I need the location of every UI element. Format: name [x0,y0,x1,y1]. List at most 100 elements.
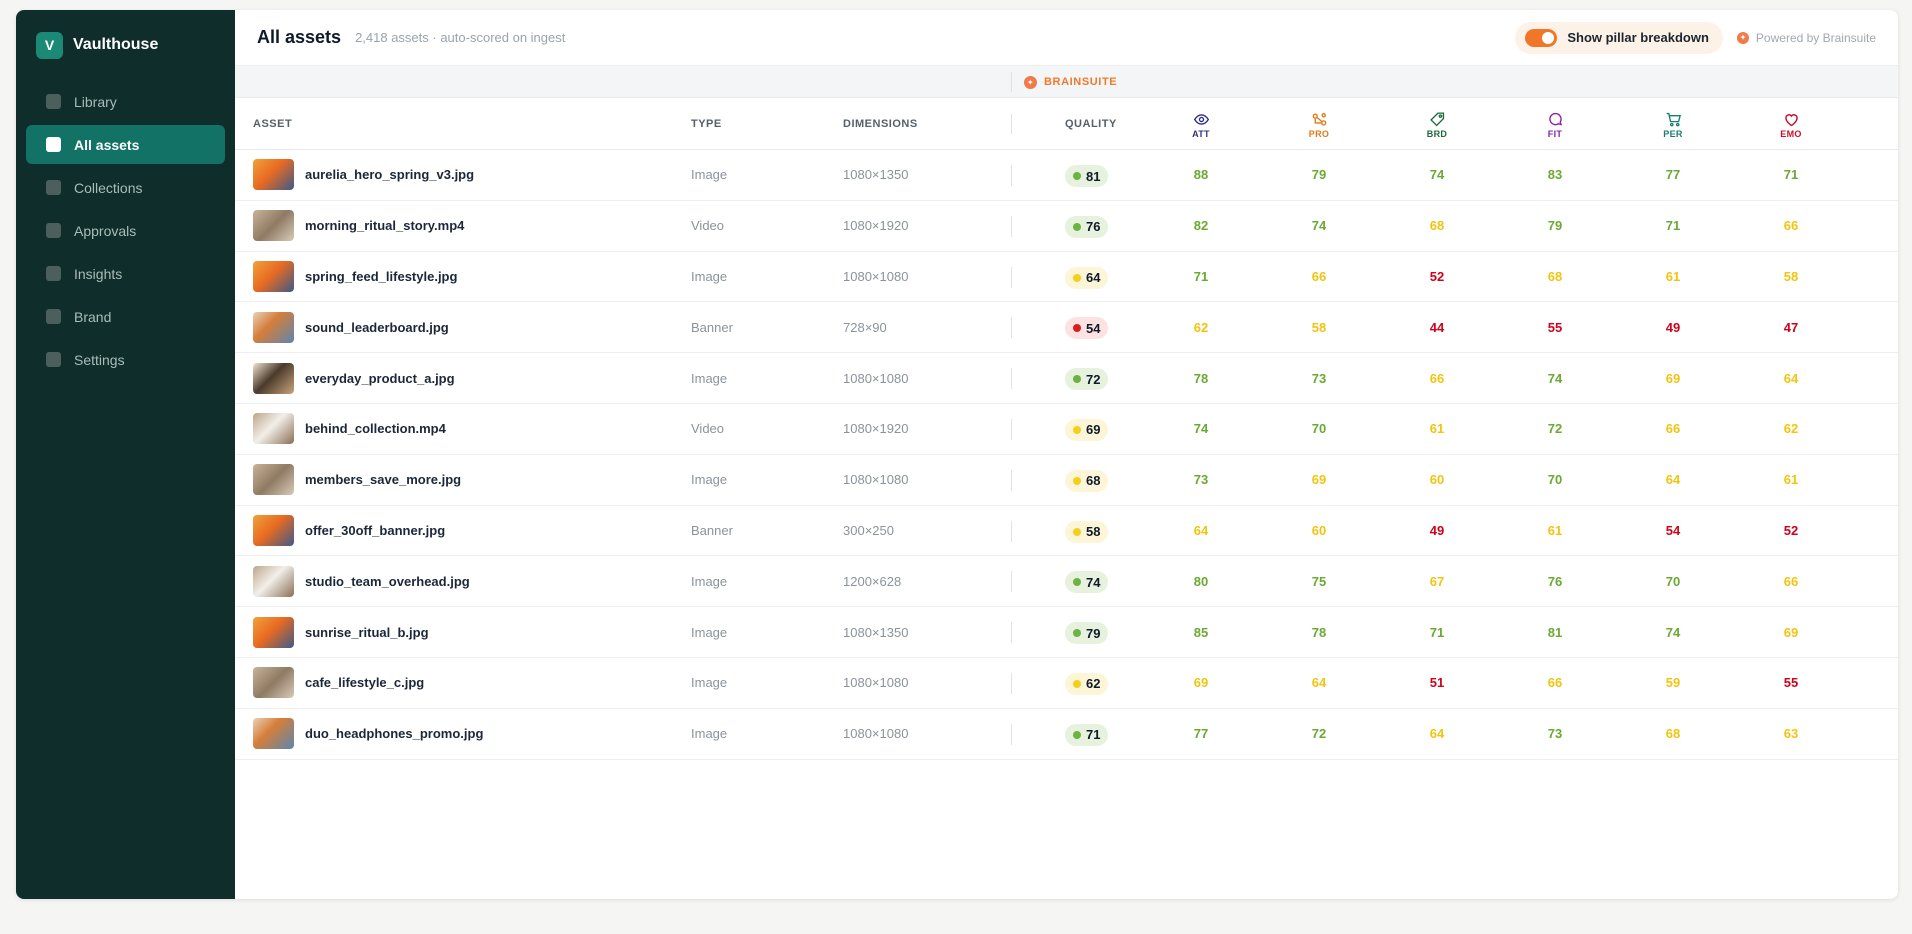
brand[interactable]: V Vaulthouse [26,30,225,60]
asset-dimensions: 1080×1350 [843,624,909,640]
table-row[interactable]: sound_leaderboard.jpg Banner 728×90 54 62 58 4… [235,302,1898,354]
pillar-score-emo: 66 [1783,573,1799,589]
column-dimensions[interactable]: DIMENSIONS [843,118,918,130]
asset-thumbnail[interactable] [253,159,294,191]
pillar-score-emo: 71 [1783,167,1799,183]
asset-thumbnail[interactable] [253,667,294,699]
table-row[interactable]: studio_team_overhead.jpg Image 1200×628 74 8… [235,556,1898,608]
asset-name[interactable]: sunrise_ritual_b.jpg [305,624,429,640]
table-row[interactable]: morning_ritual_story.mp4 Video 1080×1920 76… [235,201,1898,252]
asset-thumbnail[interactable] [253,616,294,648]
asset-name[interactable]: aurelia_hero_spring_v3.jpg [305,167,475,183]
asset-name[interactable]: sound_leaderboard.jpg [305,319,449,335]
table-row[interactable]: spring_feed_lifestyle.jpg Image 1080×1080 6… [235,252,1898,303]
cart-icon [1665,111,1682,128]
column-type[interactable]: TYPE [691,118,722,130]
pillar-score-brd: 49 [1429,522,1445,538]
asset-thumbnail[interactable] [253,260,294,292]
asset-type: Image [691,624,728,640]
column-divider [1011,622,1012,644]
asset-name[interactable]: everyday_product_a.jpg [305,370,455,386]
asset-cell[interactable]: cafe_lifestyle_c.jpg [253,658,424,708]
pillar-score-fit: 55 [1547,319,1563,335]
asset-name[interactable]: offer_30off_banner.jpg [305,522,446,538]
pillar-score-per: 59 [1665,675,1681,691]
asset-cell[interactable]: aurelia_hero_spring_v3.jpg [253,150,474,200]
table-row[interactable]: behind_collection.mp4 Video 1080×1920 69 74 7… [235,404,1898,455]
asset-cell[interactable]: studio_team_overhead.jpg [253,556,470,606]
asset-thumbnail[interactable] [253,413,294,445]
sidebar-item-settings[interactable]: Settings [26,340,225,379]
asset-thumbnail[interactable] [253,210,294,242]
brainsuite-logo-icon: ✦ [1736,31,1749,44]
column-pillar-brd[interactable]: BRD [1407,106,1467,142]
quality-score-badge: 62 [1065,672,1109,695]
asset-cell[interactable]: everyday_product_a.jpg [253,353,455,403]
nav-square-icon [46,137,61,152]
asset-thumbnail[interactable] [253,718,294,750]
column-pillar-fit[interactable]: FIT [1525,106,1585,142]
asset-type: Image [691,268,728,284]
asset-cell[interactable]: members_save_more.jpg [253,455,461,505]
column-pillar-per[interactable]: PER [1643,106,1703,142]
asset-name[interactable]: morning_ritual_story.mp4 [305,218,465,234]
sidebar-item-insights[interactable]: Insights [26,254,225,293]
column-divider [1011,723,1012,745]
pillar-score-emo: 52 [1783,522,1799,538]
sidebar-item-label: Library [74,93,117,110]
sidebar-item-collections[interactable]: Collections [26,168,225,207]
column-divider [1011,368,1012,390]
header-actions: Show pillar breakdown ✦ Powered by Brain… [1515,21,1876,54]
pillar-score-fit: 61 [1547,522,1563,538]
column-pillar-att[interactable]: ATT [1171,106,1231,142]
sidebar-item-approvals[interactable]: Approvals [26,211,225,250]
sidebar-nav: Library All assets Collections Approvals Ins… [26,82,225,379]
asset-cell[interactable]: behind_collection.mp4 [253,404,446,454]
quality-status-dot [1073,527,1081,536]
table-row[interactable]: aurelia_hero_spring_v3.jpg Image 1080×1350… [235,150,1898,201]
asset-name[interactable]: behind_collection.mp4 [305,421,446,437]
powered-by-text: Powered by Brainsuite [1755,30,1876,45]
column-quality[interactable]: QUALITY [1065,118,1117,130]
sidebar-item-all-assets[interactable]: All assets [26,125,225,164]
pillar-score-att: 78 [1193,370,1209,386]
asset-cell[interactable]: sunrise_ritual_b.jpg [253,607,429,657]
asset-thumbnail[interactable] [253,514,294,546]
quality-score-badge: 71 [1065,723,1109,746]
table-header: ASSET TYPE DIMENSIONS QUALITY ATT PRO BRD F… [235,98,1898,150]
toggle-switch[interactable] [1525,28,1558,47]
asset-thumbnail[interactable] [253,464,294,496]
column-pillar-emo[interactable]: EMO [1761,106,1821,142]
pillar-score-att: 82 [1193,218,1209,234]
asset-cell[interactable]: offer_30off_banner.jpg [253,506,445,556]
table-row[interactable]: members_save_more.jpg Image 1080×1080 68 73 6… [235,455,1898,506]
asset-cell[interactable]: duo_headphones_promo.jpg [253,709,483,759]
asset-name[interactable]: cafe_lifestyle_c.jpg [305,675,425,691]
asset-cell[interactable]: morning_ritual_story.mp4 [253,201,464,251]
asset-name[interactable]: duo_headphones_promo.jpg [305,726,484,742]
sidebar-item-label: Approvals [74,222,137,239]
quality-score-value: 72 [1086,371,1101,387]
eye-icon [1193,111,1210,128]
column-asset[interactable]: ASSET [253,118,293,130]
pillar-breakdown-toggle[interactable]: Show pillar breakdown [1515,21,1723,54]
asset-name[interactable]: spring_feed_lifestyle.jpg [305,268,458,284]
table-row[interactable]: offer_30off_banner.jpg Banner 300×250 58 64 6… [235,506,1898,557]
column-pillar-pro[interactable]: PRO [1289,106,1349,142]
sidebar-item-library[interactable]: Library [26,82,225,121]
table-row[interactable]: everyday_product_a.jpg Image 1080×1080 72 78… [235,353,1898,404]
table-row[interactable]: duo_headphones_promo.jpg Image 1080×1080 71… [235,709,1898,760]
pillar-score-emo: 66 [1783,218,1799,234]
quality-status-dot [1073,324,1081,333]
asset-name[interactable]: members_save_more.jpg [305,472,462,488]
asset-thumbnail[interactable] [253,311,294,343]
table-row[interactable]: sunrise_ritual_b.jpg Image 1080×1350 79 85 78… [235,607,1898,658]
table-row[interactable]: cafe_lifestyle_c.jpg Image 1080×1080 62 69 64… [235,658,1898,709]
asset-thumbnail[interactable] [253,565,294,597]
sidebar-item-brand[interactable]: Brand [26,297,225,336]
asset-thumbnail[interactable] [253,362,294,394]
asset-cell[interactable]: spring_feed_lifestyle.jpg [253,252,457,302]
asset-cell[interactable]: sound_leaderboard.jpg [253,302,449,352]
asset-name[interactable]: studio_team_overhead.jpg [305,573,470,589]
column-divider [1011,418,1012,440]
